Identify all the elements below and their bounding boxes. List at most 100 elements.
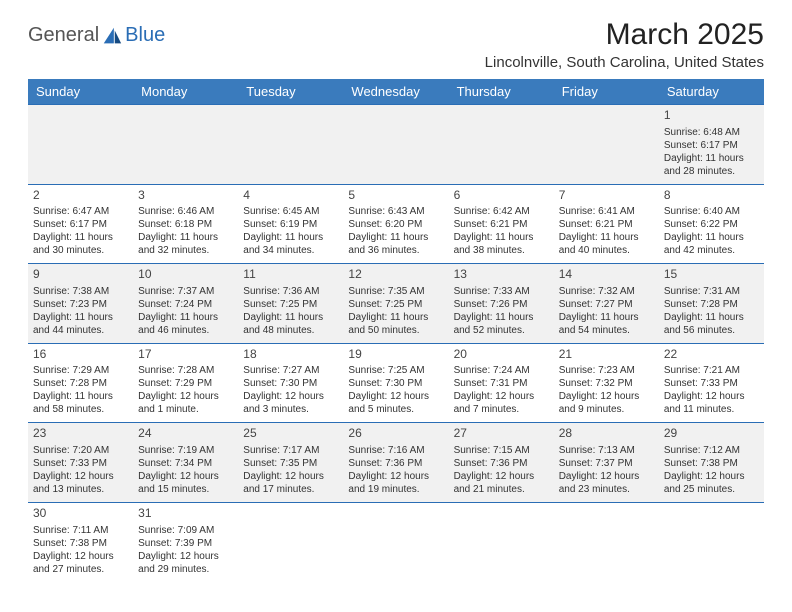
day-cell: 13Sunrise: 7:33 AMSunset: 7:26 PMDayligh… — [449, 264, 554, 344]
day-number: 20 — [454, 347, 549, 363]
day-cell — [343, 502, 448, 581]
day-cell: 9 Sunrise: 7:38 AMSunset: 7:23 PMDaylight… — [28, 264, 133, 344]
daylight-text: and 11 minutes. — [664, 403, 759, 416]
daylight-text: Daylight: 12 hours — [138, 550, 233, 563]
day-cell: 1Sunrise: 6:48 AMSunset: 6:17 PMDaylight… — [659, 105, 764, 185]
sunrise-text: Sunrise: 6:45 AM — [243, 205, 338, 218]
day-cell: 20Sunrise: 7:24 AMSunset: 7:31 PMDayligh… — [449, 343, 554, 423]
sunrise-text: Sunrise: 7:15 AM — [454, 444, 549, 457]
day-number: 1 — [664, 108, 759, 124]
daylight-text: Daylight: 11 hours — [138, 231, 233, 244]
daylight-text: Daylight: 12 hours — [454, 470, 549, 483]
day-cell: 18Sunrise: 7:27 AMSunset: 7:30 PMDayligh… — [238, 343, 343, 423]
sunrise-text: Sunrise: 7:27 AM — [243, 364, 338, 377]
sunset-text: Sunset: 7:31 PM — [454, 377, 549, 390]
day-cell: 26Sunrise: 7:16 AMSunset: 7:36 PMDayligh… — [343, 423, 448, 503]
daylight-text: Daylight: 12 hours — [454, 390, 549, 403]
sunrise-text: Sunrise: 7:09 AM — [138, 524, 233, 537]
daylight-text: and 52 minutes. — [454, 324, 549, 337]
sunset-text: Sunset: 6:18 PM — [138, 218, 233, 231]
daylight-text: Daylight: 11 hours — [559, 311, 654, 324]
day-number: 21 — [559, 347, 654, 363]
sunrise-text: Sunrise: 6:42 AM — [454, 205, 549, 218]
daylight-text: Daylight: 12 hours — [348, 470, 443, 483]
day-number: 23 — [33, 426, 128, 442]
day-cell — [449, 502, 554, 581]
daylight-text: and 28 minutes. — [664, 165, 759, 178]
sunrise-text: Sunrise: 7:32 AM — [559, 285, 654, 298]
calendar-body: 1Sunrise: 6:48 AMSunset: 6:17 PMDaylight… — [28, 105, 764, 582]
day-cell: 3Sunrise: 6:46 AMSunset: 6:18 PMDaylight… — [133, 184, 238, 264]
day-cell: 7Sunrise: 6:41 AMSunset: 6:21 PMDaylight… — [554, 184, 659, 264]
sunrise-text: Sunrise: 7:21 AM — [664, 364, 759, 377]
daylight-text: and 50 minutes. — [348, 324, 443, 337]
daylight-text: and 17 minutes. — [243, 483, 338, 496]
daylight-text: and 48 minutes. — [243, 324, 338, 337]
daylight-text: Daylight: 12 hours — [559, 390, 654, 403]
daylight-text: and 38 minutes. — [454, 244, 549, 257]
daylight-text: and 30 minutes. — [33, 244, 128, 257]
sunset-text: Sunset: 7:28 PM — [664, 298, 759, 311]
day-number: 22 — [664, 347, 759, 363]
day-cell: 14 Sunrise: 7:32 AMSunset: 7:27 PMDayligh… — [554, 264, 659, 344]
sunset-text: Sunset: 7:34 PM — [138, 457, 233, 470]
daylight-text: and 54 minutes. — [559, 324, 654, 337]
day-number: 31 — [138, 506, 233, 522]
daylight-text: and 25 minutes. — [664, 483, 759, 496]
sunrise-text: Sunrise: 7:23 AM — [559, 364, 654, 377]
col-sunday: Sunday — [28, 79, 133, 105]
day-cell: 23Sunrise: 7:20 AMSunset: 7:33 PMDayligh… — [28, 423, 133, 503]
day-cell: 28Sunrise: 7:13 AMSunset: 7:37 PMDayligh… — [554, 423, 659, 503]
daylight-text: Daylight: 11 hours — [33, 390, 128, 403]
day-cell: 19Sunrise: 7:25 AMSunset: 7:30 PMDayligh… — [343, 343, 448, 423]
day-cell — [449, 105, 554, 185]
daylight-text: Daylight: 12 hours — [138, 390, 233, 403]
day-number: 13 — [454, 267, 549, 283]
sunset-text: Sunset: 6:21 PM — [454, 218, 549, 231]
daylight-text: Daylight: 12 hours — [243, 470, 338, 483]
sunrise-text: Sunrise: 7:36 AM — [243, 285, 338, 298]
day-cell: 29Sunrise: 7:12 AMSunset: 7:38 PMDayligh… — [659, 423, 764, 503]
sunrise-text: Sunrise: 6:40 AM — [664, 205, 759, 218]
sunrise-text: Sunrise: 7:31 AM — [664, 285, 759, 298]
day-cell: 30Sunrise: 7:11 AMSunset: 7:38 PMDayligh… — [28, 502, 133, 581]
daylight-text: Daylight: 12 hours — [243, 390, 338, 403]
sunset-text: Sunset: 7:27 PM — [559, 298, 654, 311]
daylight-text: Daylight: 12 hours — [664, 390, 759, 403]
sunrise-text: Sunrise: 7:20 AM — [33, 444, 128, 457]
daylight-text: Daylight: 11 hours — [664, 311, 759, 324]
sunrise-text: Sunrise: 7:38 AM — [33, 285, 128, 298]
day-number: 9 — [33, 267, 128, 283]
sunset-text: Sunset: 7:33 PM — [33, 457, 128, 470]
sunset-text: Sunset: 7:23 PM — [33, 298, 128, 311]
day-number: 6 — [454, 188, 549, 204]
day-cell: 2Sunrise: 6:47 AMSunset: 6:17 PMDaylight… — [28, 184, 133, 264]
day-number: 12 — [348, 267, 443, 283]
daylight-text: Daylight: 12 hours — [664, 470, 759, 483]
day-number: 29 — [664, 426, 759, 442]
day-cell — [133, 105, 238, 185]
daylight-text: Daylight: 11 hours — [243, 311, 338, 324]
day-number: 2 — [33, 188, 128, 204]
day-number: 11 — [243, 267, 338, 283]
daylight-text: Daylight: 12 hours — [348, 390, 443, 403]
day-number: 24 — [138, 426, 233, 442]
day-cell: 21Sunrise: 7:23 AMSunset: 7:32 PMDayligh… — [554, 343, 659, 423]
col-wednesday: Wednesday — [343, 79, 448, 105]
day-cell: 16Sunrise: 7:29 AMSunset: 7:28 PMDayligh… — [28, 343, 133, 423]
daylight-text: Daylight: 11 hours — [664, 152, 759, 165]
daylight-text: Daylight: 11 hours — [33, 311, 128, 324]
sunrise-text: Sunrise: 7:12 AM — [664, 444, 759, 457]
sunset-text: Sunset: 7:29 PM — [138, 377, 233, 390]
brand-text-2: Blue — [125, 24, 165, 47]
sunrise-text: Sunrise: 7:13 AM — [559, 444, 654, 457]
day-cell — [238, 502, 343, 581]
day-cell: 11Sunrise: 7:36 AMSunset: 7:25 PMDayligh… — [238, 264, 343, 344]
daylight-text: and 1 minute. — [138, 403, 233, 416]
daylight-text: Daylight: 11 hours — [454, 311, 549, 324]
sail-icon — [101, 25, 123, 47]
day-number: 14 — [559, 267, 654, 283]
daylight-text: and 56 minutes. — [664, 324, 759, 337]
day-cell — [238, 105, 343, 185]
day-cell: 17Sunrise: 7:28 AMSunset: 7:29 PMDayligh… — [133, 343, 238, 423]
